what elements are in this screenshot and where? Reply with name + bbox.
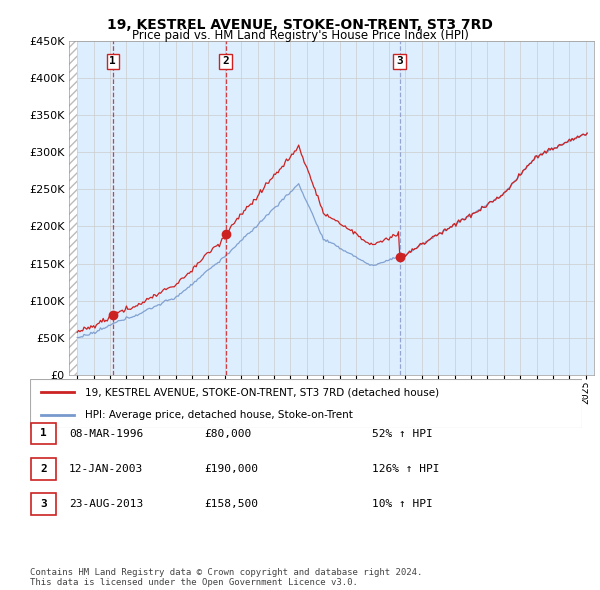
Text: 3: 3 <box>40 499 47 509</box>
Text: 3: 3 <box>396 56 403 66</box>
Text: 52% ↑ HPI: 52% ↑ HPI <box>372 428 433 438</box>
Text: 126% ↑ HPI: 126% ↑ HPI <box>372 464 439 474</box>
FancyBboxPatch shape <box>31 458 56 480</box>
Text: 23-AUG-2013: 23-AUG-2013 <box>69 499 143 509</box>
Text: Contains HM Land Registry data © Crown copyright and database right 2024.
This d: Contains HM Land Registry data © Crown c… <box>30 568 422 587</box>
Bar <box>69 41 77 375</box>
Text: 08-MAR-1996: 08-MAR-1996 <box>69 428 143 438</box>
Text: 12-JAN-2003: 12-JAN-2003 <box>69 464 143 474</box>
Text: £190,000: £190,000 <box>204 464 258 474</box>
Text: 10% ↑ HPI: 10% ↑ HPI <box>372 499 433 509</box>
Text: 1: 1 <box>40 428 47 438</box>
Text: 19, KESTREL AVENUE, STOKE-ON-TRENT, ST3 7RD (detached house): 19, KESTREL AVENUE, STOKE-ON-TRENT, ST3 … <box>85 388 439 398</box>
Text: 1: 1 <box>109 56 116 66</box>
Text: Price paid vs. HM Land Registry's House Price Index (HPI): Price paid vs. HM Land Registry's House … <box>131 30 469 42</box>
Text: 2: 2 <box>222 56 229 66</box>
Text: 19, KESTREL AVENUE, STOKE-ON-TRENT, ST3 7RD: 19, KESTREL AVENUE, STOKE-ON-TRENT, ST3 … <box>107 18 493 32</box>
FancyBboxPatch shape <box>31 493 56 515</box>
Text: £80,000: £80,000 <box>204 428 251 438</box>
Text: HPI: Average price, detached house, Stoke-on-Trent: HPI: Average price, detached house, Stok… <box>85 409 353 419</box>
FancyBboxPatch shape <box>31 422 56 444</box>
Text: 2: 2 <box>40 464 47 474</box>
Text: £158,500: £158,500 <box>204 499 258 509</box>
FancyBboxPatch shape <box>30 379 582 428</box>
